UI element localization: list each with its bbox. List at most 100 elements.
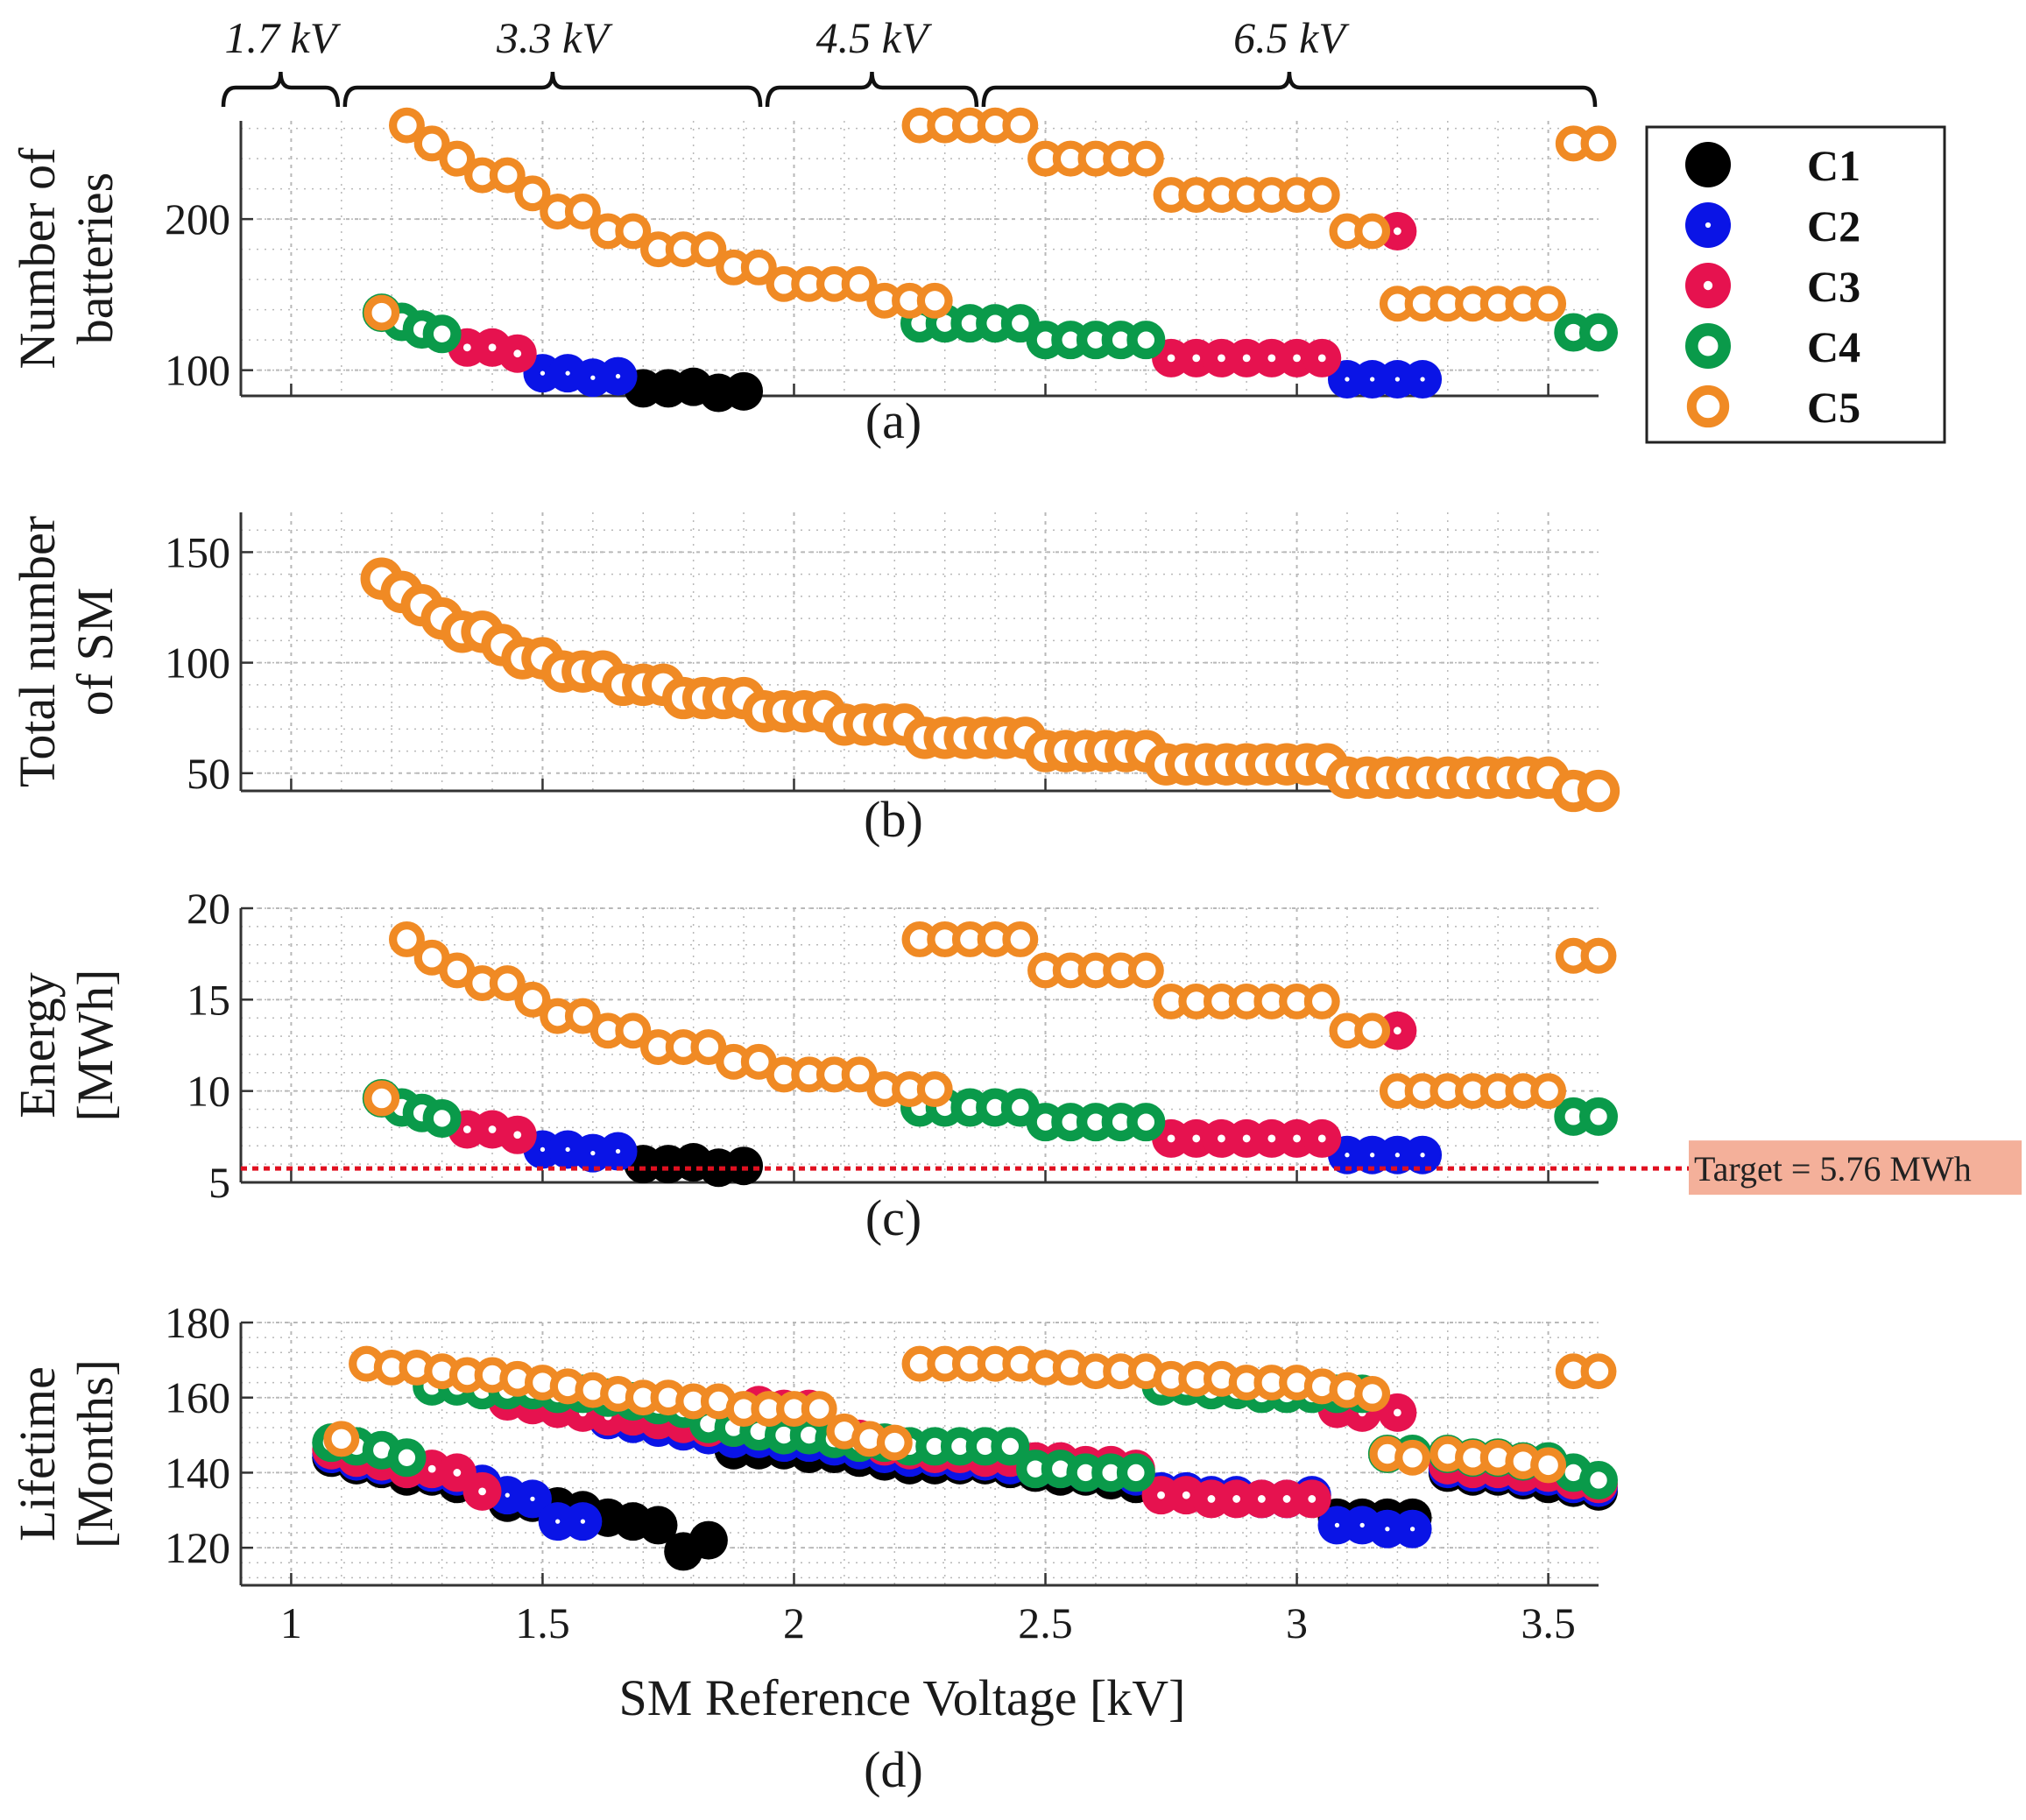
- panel-label-a: (a): [865, 392, 921, 449]
- point-c5: [1577, 769, 1620, 813]
- point-c3-center: [462, 1125, 471, 1133]
- point-c5: [1354, 1012, 1391, 1049]
- point-c3-center: [1257, 1495, 1266, 1503]
- legend-label-c2: C2: [1807, 201, 1860, 250]
- y-tick-label: 160: [165, 1373, 230, 1422]
- y-axis-title-line1: Total number: [9, 516, 66, 787]
- point-c5: [841, 1056, 878, 1093]
- y-tick-label: 10: [187, 1067, 230, 1116]
- point-c5: [1002, 921, 1039, 957]
- point-c5: [1127, 140, 1164, 177]
- point-c5: [916, 282, 953, 319]
- point-c5: [690, 1029, 727, 1066]
- panel-b-total-sm: 50 100 150 Total number of SM (b): [9, 512, 1620, 848]
- point-c5: [413, 125, 450, 162]
- panel-d-lifetime: 120 140 160 180 Lifetime [Months] 1 1.5 2 2.5 3 3.5…: [9, 1298, 1619, 1798]
- markers-b: [360, 557, 1620, 813]
- point-c3-center: [1182, 1491, 1190, 1499]
- brace-label-4: 6.5 kV: [1233, 13, 1350, 62]
- point-c5: [615, 1012, 652, 1049]
- y-axis-title-line2: batteries: [67, 173, 124, 344]
- point-c3-center: [1232, 1495, 1241, 1503]
- point-c5: [364, 294, 400, 331]
- point-c3-center: [1192, 1134, 1201, 1143]
- y-tick-label: 20: [187, 884, 230, 933]
- series-c4: [362, 293, 1619, 360]
- point-c3-center: [427, 1464, 436, 1473]
- y-axis-title-line2: of SM: [67, 588, 124, 716]
- y-axis-title-a: Number of batteries: [9, 147, 124, 370]
- point-c5: [364, 1080, 400, 1117]
- point-c2-center: [580, 1519, 586, 1524]
- point-c3-center: [1157, 1491, 1165, 1499]
- point-c3-center: [1293, 1134, 1301, 1143]
- point-c2-center: [1370, 1153, 1375, 1158]
- point-c1: [724, 371, 764, 411]
- point-c5: [564, 998, 601, 1034]
- y-axis-title-line2: [Months]: [67, 1359, 124, 1548]
- point-c3-center: [1242, 1134, 1251, 1143]
- series-c5: [360, 557, 1620, 813]
- point-c3-center: [1192, 354, 1201, 363]
- legend-marker-c5: [1686, 384, 1730, 428]
- y-tick-label: 100: [165, 346, 230, 395]
- point-c3-center: [462, 343, 471, 352]
- point-c5: [690, 231, 727, 268]
- point-c3-center: [478, 1487, 486, 1496]
- legend-marker-c2-center: [1705, 222, 1712, 229]
- point-c1: [639, 1506, 678, 1545]
- point-c2-center: [1385, 1527, 1390, 1532]
- series-c5: [323, 1345, 1617, 1484]
- y-axis-title-c: Energy [MWh]: [9, 970, 124, 1122]
- point-c3-center: [1293, 354, 1301, 363]
- legend-label-c5: C5: [1807, 383, 1860, 432]
- point-c1: [688, 1520, 728, 1560]
- point-c2-center: [505, 1492, 510, 1498]
- y-axis-title-b: Total number of SM: [9, 516, 124, 787]
- brace-2: [342, 71, 763, 108]
- y-axis-title-line2: [MWh]: [67, 970, 124, 1122]
- y-tick-label: 50: [187, 749, 230, 798]
- point-c5: [1002, 107, 1039, 144]
- point-c2-center: [1370, 377, 1375, 382]
- panel-a-batteries: 100 200 Number of batteries (a): [9, 107, 1619, 449]
- legend-label-c3: C3: [1807, 262, 1860, 311]
- series-c3: [448, 1011, 1417, 1158]
- x-tick-label: 3.5: [1521, 1598, 1576, 1647]
- y-axis-title-line1: Energy: [9, 972, 66, 1118]
- y-tick-label: 140: [165, 1448, 230, 1497]
- y-axis-title-line1: Number of: [9, 147, 66, 370]
- point-c5: [439, 140, 476, 177]
- series-c2: [523, 354, 1443, 399]
- point-c2-center: [530, 1496, 535, 1502]
- point-c2-center: [590, 1150, 596, 1156]
- point-c3-center: [1317, 354, 1326, 363]
- point-c2-center: [590, 375, 596, 380]
- series-c1: [624, 367, 764, 413]
- point-c2-center: [1345, 1153, 1350, 1158]
- point-c3-center: [1308, 1495, 1317, 1503]
- x-axis-title: SM Reference Voltage [kV]: [619, 1669, 1186, 1726]
- point-c2-center: [1394, 1153, 1401, 1158]
- brace-label-3: 4.5 kV: [816, 13, 933, 62]
- point-c3-center: [1282, 1495, 1291, 1503]
- panel-label-c: (c): [865, 1189, 921, 1246]
- point-c5: [876, 1424, 913, 1461]
- point-c5: [1530, 1447, 1567, 1484]
- point-c5: [615, 213, 652, 250]
- brace-3: [765, 71, 979, 108]
- point-c4: [1116, 1453, 1155, 1492]
- point-c5: [801, 1391, 837, 1428]
- point-c3-center: [488, 343, 497, 352]
- point-c3-center: [1267, 354, 1276, 363]
- point-c2-center: [1334, 1522, 1340, 1528]
- target-label: Target = 5.76 MWh: [1694, 1149, 1972, 1189]
- x-tick-label: 2: [783, 1598, 805, 1647]
- panel-label-b: (b): [864, 791, 923, 848]
- point-c2-center: [565, 1146, 570, 1153]
- point-c5: [1580, 1353, 1617, 1390]
- brace-1: [221, 71, 341, 108]
- point-c5: [1303, 177, 1340, 213]
- point-c3-center: [513, 349, 522, 358]
- legend-marker-c4: [1685, 322, 1732, 369]
